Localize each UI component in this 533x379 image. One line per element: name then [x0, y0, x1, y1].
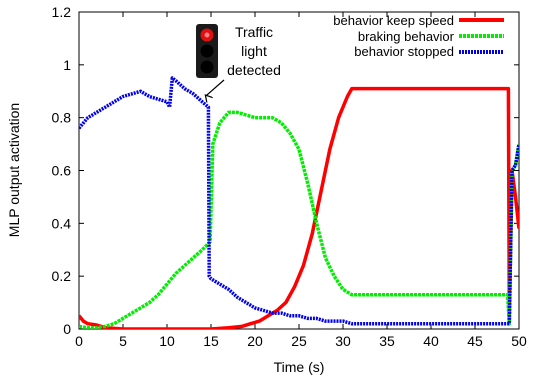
legend: behavior keep speed braking behavior beh…: [333, 13, 504, 59]
series-line-stopped: [79, 76, 519, 326]
x-tick-label: 0: [75, 333, 83, 349]
y-tick-label: 1: [63, 57, 71, 73]
legend-label-stopped: behavior stopped: [354, 44, 454, 59]
x-tick-label: 40: [423, 333, 439, 349]
y-tick-label: 0: [63, 321, 71, 337]
x-tick-label: 50: [511, 333, 527, 349]
legend-label-braking: braking behavior: [358, 29, 455, 44]
x-tick-label: 30: [335, 333, 351, 349]
y-tick-label: 1.2: [52, 4, 72, 20]
legend-label-keep-speed: behavior keep speed: [333, 13, 454, 28]
plot-frame: [78, 11, 520, 330]
annotation-detected: detected: [227, 62, 281, 78]
x-tick-label: 45: [467, 333, 483, 349]
x-tick-label: 25: [291, 333, 307, 349]
series-line-braking: [79, 110, 519, 329]
x-tick-label: 10: [159, 333, 175, 349]
x-axis-label: Time (s): [274, 359, 325, 375]
y-tick-label: 0.2: [52, 268, 72, 284]
y-axis-label: MLP output activation: [6, 103, 22, 237]
annotation-arrow: [206, 79, 225, 96]
x-tick-label: 35: [379, 333, 395, 349]
series-group: [79, 76, 519, 329]
y-tick-label: 0.6: [52, 163, 72, 179]
x-tick-label: 20: [247, 333, 263, 349]
y-tick-labels: 0 0.2 0.4 0.6 0.8 1 1.2: [52, 4, 72, 337]
x-tick-label: 5: [119, 333, 127, 349]
y-tick-label: 0.4: [52, 215, 72, 231]
x-tick-labels: 0 5 10 15 20 25 30 35 40 45 50: [75, 333, 527, 349]
x-tick-label: 15: [203, 333, 219, 349]
axis-ticks: [78, 11, 520, 330]
series-line-keep-speed: [79, 86, 519, 329]
y-tick-label: 0.8: [52, 110, 72, 126]
annotation-light: light: [241, 43, 267, 59]
traffic-light-icon: [196, 24, 218, 78]
annotation-traffic: Traffic: [235, 24, 273, 40]
